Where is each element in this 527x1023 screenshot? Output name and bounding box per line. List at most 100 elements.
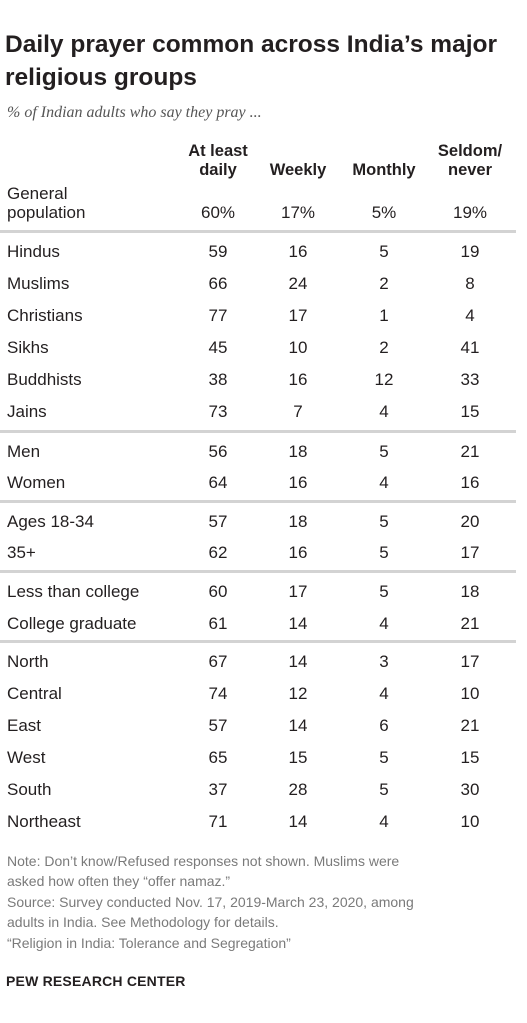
table-cell: 5 <box>349 582 419 602</box>
table-cell: 12 <box>263 684 333 704</box>
table-cell: 15 <box>435 748 505 768</box>
table-cell: 57 <box>183 512 253 532</box>
table-cell: 64 <box>183 473 253 493</box>
table-cell: 65 <box>183 748 253 768</box>
table-cell: 18 <box>263 442 333 462</box>
table-cell: 21 <box>435 614 505 634</box>
table-cell: 16 <box>263 370 333 390</box>
table-cell: 66 <box>183 274 253 294</box>
table-cell: 60 <box>183 582 253 602</box>
group-divider <box>0 640 516 643</box>
row-label-line: Buddhists <box>7 370 82 390</box>
table-cell: 71 <box>183 812 253 832</box>
row-label-line: South <box>7 780 51 800</box>
table-cell: 37 <box>183 780 253 800</box>
table-cell: 62 <box>183 543 253 563</box>
table-cell: 21 <box>435 716 505 736</box>
table-cell: 20 <box>435 512 505 532</box>
table-cell: 73 <box>183 402 253 422</box>
table-cell: 5% <box>349 203 419 223</box>
row-label: General population <box>7 184 85 222</box>
row-label-line: Women <box>7 473 65 493</box>
table-cell: 1 <box>349 306 419 326</box>
table-cell: 14 <box>263 716 333 736</box>
note-line: “Religion in India: Tolerance and Segreg… <box>7 934 291 954</box>
row-label: East <box>7 716 41 736</box>
column-header-line: Weekly <box>253 161 343 180</box>
note-line: adults in India. See Methodology for det… <box>7 913 279 933</box>
table-cell: 17 <box>263 306 333 326</box>
table-cell: 17 <box>435 543 505 563</box>
column-header-3: Seldom/never <box>425 142 515 180</box>
row-label: Northeast <box>7 812 81 832</box>
chart-title: Daily prayer common across India’s major… <box>5 28 520 94</box>
table-cell: 5 <box>349 543 419 563</box>
table-cell: 16 <box>263 543 333 563</box>
table-cell: 4 <box>349 812 419 832</box>
row-label: Ages 18-34 <box>7 512 94 532</box>
row-label-line: Muslims <box>7 274 69 294</box>
row-label-line: population <box>7 203 85 222</box>
table-cell: 57 <box>183 716 253 736</box>
row-label-line: Christians <box>7 306 83 326</box>
column-header-1: Weekly <box>253 161 343 180</box>
table-cell: 33 <box>435 370 505 390</box>
table-cell: 4 <box>349 473 419 493</box>
row-label-line: Men <box>7 442 40 462</box>
table-cell: 14 <box>263 812 333 832</box>
row-label-line: North <box>7 652 49 672</box>
note-line: Note: Don’t know/Refused responses not s… <box>7 852 399 872</box>
group-divider <box>0 230 516 233</box>
table-cell: 5 <box>349 442 419 462</box>
table-cell: 18 <box>435 582 505 602</box>
row-label: College graduate <box>7 614 136 634</box>
table-cell: 41 <box>435 338 505 358</box>
group-divider <box>0 500 516 503</box>
table-cell: 15 <box>435 402 505 422</box>
column-header-line: Monthly <box>339 161 429 180</box>
row-label: Sikhs <box>7 338 49 358</box>
table-cell: 4 <box>435 306 505 326</box>
column-header-0: At least daily <box>173 142 263 180</box>
table-cell: 16 <box>263 473 333 493</box>
column-header-line: daily <box>173 161 263 180</box>
table-cell: 24 <box>263 274 333 294</box>
table-cell: 38 <box>183 370 253 390</box>
row-label-line: Sikhs <box>7 338 49 358</box>
table-cell: 45 <box>183 338 253 358</box>
group-divider <box>0 430 516 433</box>
row-label-line: Ages 18-34 <box>7 512 94 532</box>
row-label: Christians <box>7 306 83 326</box>
row-label: South <box>7 780 51 800</box>
row-label: Men <box>7 442 40 462</box>
row-label: Buddhists <box>7 370 82 390</box>
row-label: Central <box>7 684 62 704</box>
table-cell: 12 <box>349 370 419 390</box>
row-label-line: Central <box>7 684 62 704</box>
table-cell: 5 <box>349 748 419 768</box>
table-cell: 14 <box>263 614 333 634</box>
row-label-line: Jains <box>7 402 47 422</box>
table-cell: 18 <box>263 512 333 532</box>
table-cell: 16 <box>435 473 505 493</box>
group-divider <box>0 570 516 573</box>
table-cell: 59 <box>183 242 253 262</box>
table-cell: 30 <box>435 780 505 800</box>
row-label: Muslims <box>7 274 69 294</box>
table-cell: 4 <box>349 614 419 634</box>
row-label: 35+ <box>7 543 36 563</box>
row-label: Hindus <box>7 242 60 262</box>
note-line: asked how often they “offer namaz.” <box>7 872 230 892</box>
table-cell: 4 <box>349 684 419 704</box>
table-cell: 10 <box>435 812 505 832</box>
table-cell: 17 <box>435 652 505 672</box>
row-label: Less than college <box>7 582 139 602</box>
table-cell: 74 <box>183 684 253 704</box>
table-cell: 19 <box>435 242 505 262</box>
row-label: West <box>7 748 45 768</box>
table-cell: 21 <box>435 442 505 462</box>
table-cell: 28 <box>263 780 333 800</box>
table-cell: 60% <box>183 203 253 223</box>
table-cell: 56 <box>183 442 253 462</box>
table-cell: 4 <box>349 402 419 422</box>
